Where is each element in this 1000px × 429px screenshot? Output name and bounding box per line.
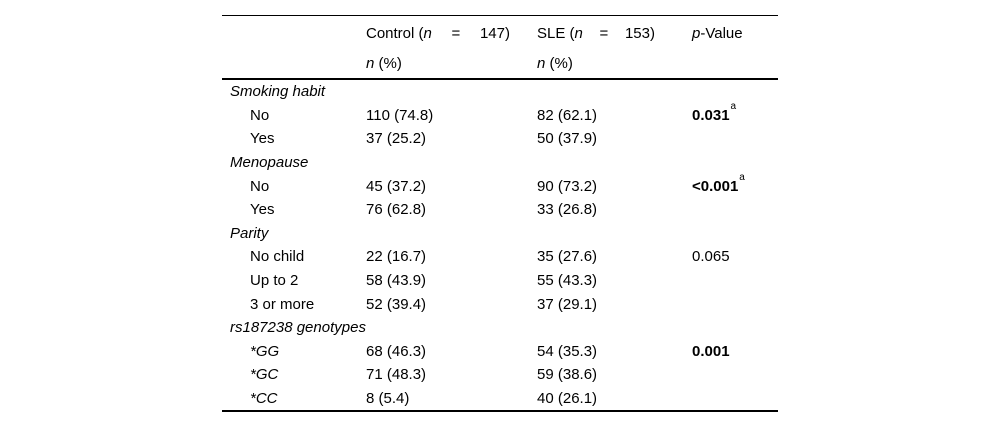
table-row: Up to 2 58 (43.9) 55 (43.3) (222, 269, 778, 293)
control-value: 22 (16.7) (366, 248, 427, 266)
comparison-table: Control (n = 147) SLE (n = 153) p-Value … (222, 15, 778, 413)
header-p-value: p-Value (692, 24, 743, 42)
control-value: 76 (62.8) (366, 201, 427, 219)
section-label: rs187238 genotypes (230, 319, 366, 337)
control-value: 8 (5.4) (366, 390, 410, 408)
sle-value: 54 (35.3) (537, 342, 598, 360)
sle-value: 40 (26.1) (537, 390, 598, 408)
control-value: 110 (74.8) (366, 106, 434, 124)
footnote-marker: a (730, 101, 737, 113)
p-value: 0.065 (692, 248, 730, 266)
row-label: Yes (250, 201, 275, 219)
row-label-genotype: *GG (250, 342, 280, 360)
sle-count: 153) (624, 24, 655, 42)
header-control: Control (n = 147) (366, 25, 537, 42)
row-label-genotype: *GC (250, 366, 279, 384)
table-row: *CC 8 (5.4) 40 (26.1) (222, 387, 778, 411)
sle-value: 50 (37.9) (537, 130, 598, 148)
sle-value: 37 (29.1) (537, 295, 598, 313)
sle-label: SLE (n (537, 24, 583, 42)
control-value: 45 (37.2) (366, 177, 427, 195)
table-row: *GG 68 (46.3) 54 (35.3) 0.001 (222, 340, 778, 364)
control-count: 147) (479, 24, 510, 42)
control-label: Control (n (366, 24, 432, 42)
sle-value: 90 (73.2) (537, 177, 598, 195)
footnote-marker: a (739, 172, 745, 184)
p-value: <0.001a (692, 172, 745, 196)
table-row: Yes 37 (25.2) 50 (37.9) (222, 127, 778, 151)
header-sle: SLE (n = 153) (537, 25, 692, 42)
row-label: No child (250, 248, 305, 266)
row-label: Yes (250, 130, 275, 148)
p-value: 0.031a (692, 101, 737, 125)
sle-value: 33 (26.8) (537, 201, 598, 219)
subheader-control-npct: n (%) (366, 54, 402, 72)
sle-value: 55 (43.3) (537, 272, 598, 290)
control-value: 52 (39.4) (366, 295, 427, 313)
row-label-genotype: *CC (250, 390, 278, 408)
row-label: Up to 2 (250, 272, 299, 290)
section-row-parity: Parity (222, 222, 778, 246)
section-label: Parity (230, 224, 269, 242)
table-row: No 110 (74.8) 82 (62.1) 0.031a (222, 101, 778, 128)
table-body: Smoking habit No 110 (74.8) 82 (62.1) 0.… (222, 80, 778, 410)
section-row-smoking-habit: Smoking habit (222, 80, 778, 104)
section-row-menopause: Menopause (222, 151, 778, 175)
sle-value: 82 (62.1) (537, 106, 598, 124)
control-value: 68 (46.3) (366, 342, 427, 360)
header-row-2: n (%) n (%) (222, 48, 778, 78)
table-row: No child 22 (16.7) 35 (27.6) 0.065 (222, 245, 778, 269)
control-equals: = (451, 24, 461, 42)
section-label: Menopause (230, 154, 309, 172)
section-row-rs187238-genotypes: rs187238 genotypes (222, 316, 778, 340)
table-row: *GC 71 (48.3) 59 (38.6) (222, 363, 778, 387)
sle-value: 59 (38.6) (537, 366, 598, 384)
header-row-1: Control (n = 147) SLE (n = 153) p-Value (222, 18, 778, 48)
section-label: Smoking habit (230, 83, 326, 101)
sle-equals: = (599, 24, 609, 42)
control-value: 37 (25.2) (366, 130, 427, 148)
p-value: 0.001 (692, 342, 730, 360)
table-header: Control (n = 147) SLE (n = 153) p-Value … (222, 16, 778, 80)
table-row: 3 or more 52 (39.4) 37 (29.1) (222, 292, 778, 316)
row-label: No (250, 106, 270, 124)
table-row: Yes 76 (62.8) 33 (26.8) (222, 198, 778, 222)
row-label: No (250, 177, 270, 195)
table-row: No 45 (37.2) 90 (73.2) <0.001a (222, 172, 778, 198)
control-value: 71 (48.3) (366, 366, 427, 384)
subheader-sle-npct: n (%) (537, 54, 573, 72)
sle-value: 35 (27.6) (537, 248, 598, 266)
control-value: 58 (43.9) (366, 272, 427, 290)
row-label: 3 or more (250, 295, 315, 313)
